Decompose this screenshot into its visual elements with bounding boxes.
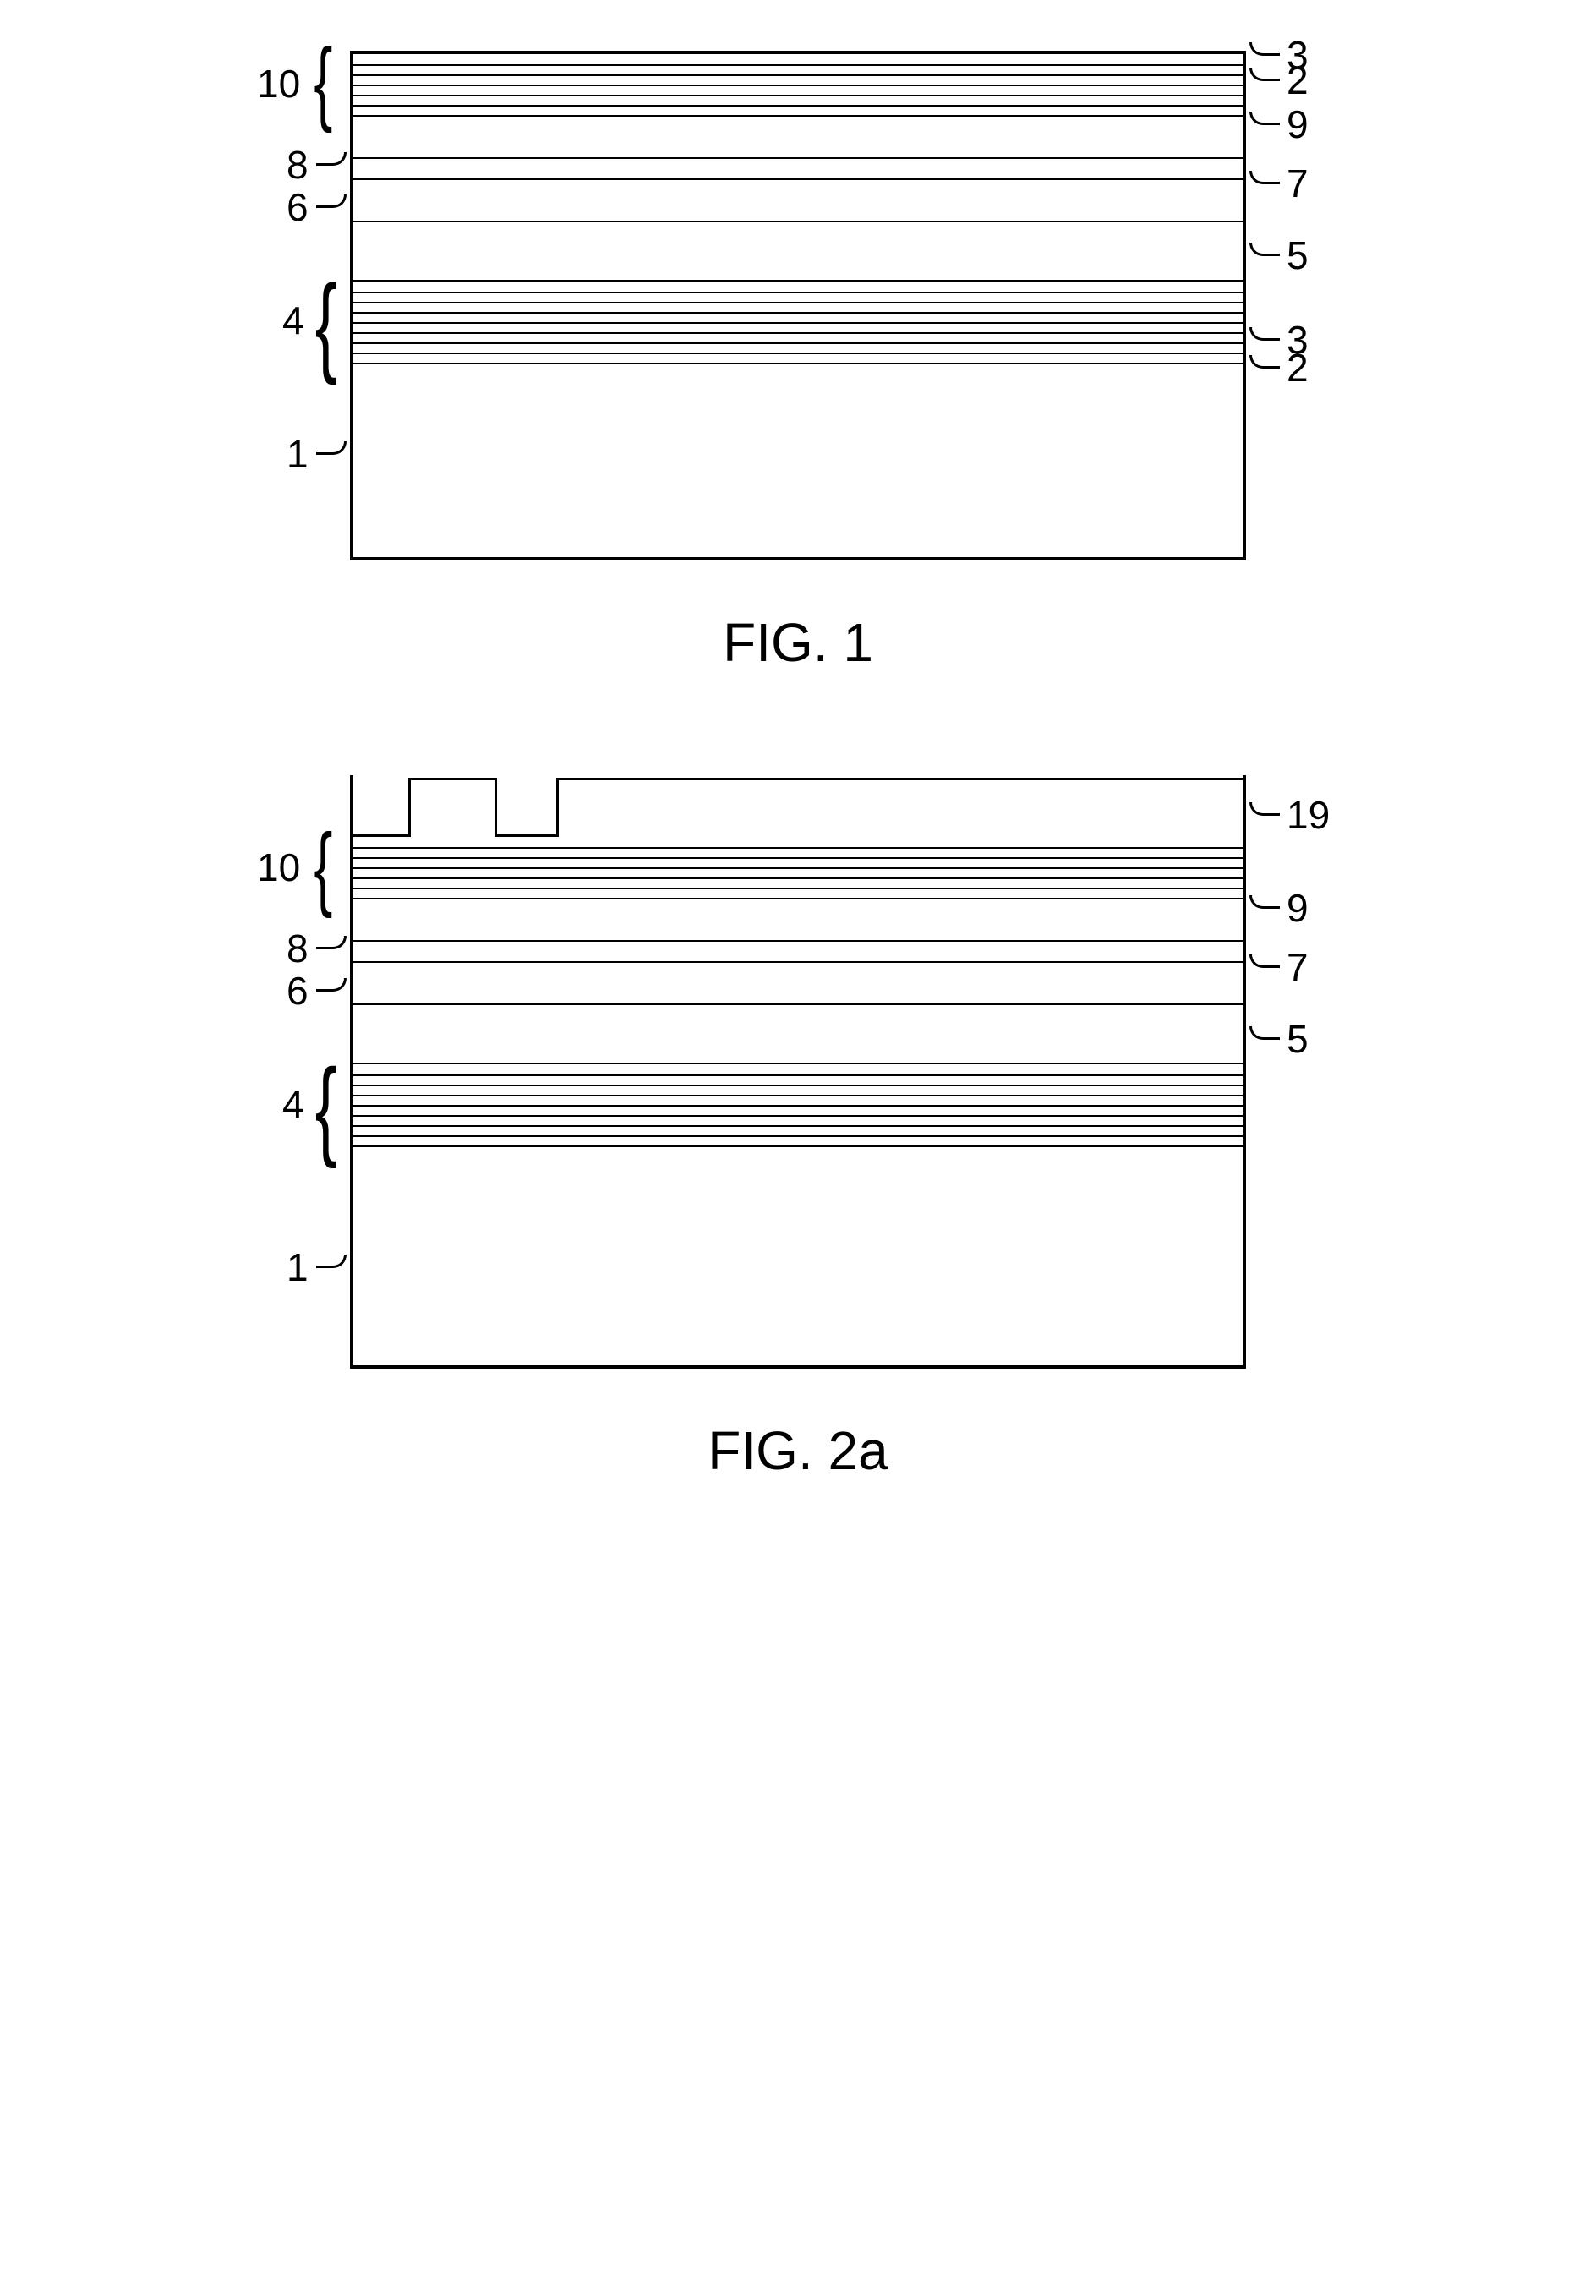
layer-8 bbox=[353, 940, 1243, 961]
tick-7 bbox=[1249, 171, 1280, 184]
thin-line bbox=[353, 1095, 1243, 1105]
label-9: 9 bbox=[1287, 101, 1309, 147]
tick-7 bbox=[1249, 954, 1280, 968]
thin-line bbox=[353, 1135, 1243, 1145]
brace-10: { bbox=[314, 834, 332, 899]
thin-line bbox=[353, 1064, 1243, 1074]
label-2-top: 2 bbox=[1287, 57, 1309, 103]
thin-line bbox=[353, 64, 1243, 74]
figure-1-wrapper: 10 { 8 6 4 { 1 3 2 9 7 5 3 2 bbox=[206, 51, 1390, 560]
thin-line bbox=[353, 322, 1243, 332]
thin-line bbox=[353, 332, 1243, 342]
thin-line bbox=[353, 847, 1243, 857]
thin-line bbox=[353, 877, 1243, 888]
notch-block-2 bbox=[556, 778, 1246, 837]
label-4: 4 bbox=[282, 298, 304, 343]
tick-5 bbox=[1249, 243, 1280, 256]
label-19: 19 bbox=[1287, 792, 1330, 838]
label-1: 1 bbox=[287, 431, 309, 477]
thin-line bbox=[353, 312, 1243, 322]
tick-6 bbox=[316, 194, 347, 208]
layer-8 bbox=[353, 157, 1243, 178]
tick-9 bbox=[1249, 112, 1280, 125]
figure-2a-wrapper: 10 { 8 6 4 { 1 19 9 7 5 bbox=[206, 775, 1390, 1369]
tick-8 bbox=[316, 152, 347, 166]
tick-2-mid bbox=[1249, 355, 1280, 369]
tick-3-mid bbox=[1249, 327, 1280, 341]
tick-8 bbox=[316, 936, 347, 949]
label-10: 10 bbox=[257, 845, 300, 890]
label-5: 5 bbox=[1287, 232, 1309, 278]
figure-2a-box bbox=[350, 775, 1246, 1369]
label-8: 8 bbox=[287, 926, 309, 971]
tick-1 bbox=[316, 441, 347, 455]
label-6: 6 bbox=[287, 968, 309, 1014]
figure-2a-caption: FIG. 2a bbox=[708, 1419, 888, 1482]
mid-thin-group bbox=[353, 280, 1243, 363]
figure-1-caption: FIG. 1 bbox=[723, 611, 873, 674]
tick-6 bbox=[316, 978, 347, 992]
thin-line bbox=[353, 74, 1243, 85]
layer-5-6 bbox=[353, 221, 1243, 280]
label-1: 1 bbox=[287, 1244, 309, 1290]
layer-7 bbox=[353, 961, 1243, 1003]
label-10: 10 bbox=[257, 61, 300, 107]
label-4: 4 bbox=[282, 1081, 304, 1127]
brace-4: { bbox=[315, 1069, 337, 1146]
thin-line bbox=[353, 1125, 1243, 1135]
thin-line bbox=[353, 857, 1243, 867]
thin-line bbox=[353, 342, 1243, 353]
thin-line bbox=[353, 105, 1243, 115]
thin-line bbox=[353, 867, 1243, 877]
label-6: 6 bbox=[287, 184, 309, 230]
thin-line bbox=[353, 302, 1243, 312]
thin-line bbox=[353, 282, 1243, 292]
substrate-layer bbox=[353, 363, 1243, 557]
thin-line bbox=[353, 353, 1243, 363]
tick-2-top bbox=[1249, 68, 1280, 81]
label-5: 5 bbox=[1287, 1016, 1309, 1062]
figure-1: 10 { 8 6 4 { 1 3 2 9 7 5 3 2 FIG. 1 bbox=[206, 51, 1390, 674]
thin-line bbox=[353, 85, 1243, 95]
thin-line bbox=[353, 95, 1243, 105]
tick-3-top bbox=[1249, 42, 1280, 56]
top-thin-group bbox=[353, 834, 1243, 898]
tick-9 bbox=[1249, 895, 1280, 909]
layer-9 bbox=[353, 115, 1243, 157]
thin-line bbox=[353, 292, 1243, 302]
thin-line bbox=[353, 54, 1243, 64]
label-9: 9 bbox=[1287, 885, 1309, 931]
tick-5 bbox=[1249, 1026, 1280, 1040]
label-8: 8 bbox=[287, 142, 309, 188]
figure-1-box bbox=[350, 51, 1246, 560]
thin-line bbox=[353, 888, 1243, 898]
layer-7 bbox=[353, 178, 1243, 221]
brace-10: { bbox=[314, 49, 332, 114]
top-notch-row bbox=[353, 775, 1243, 834]
label-7: 7 bbox=[1287, 944, 1309, 990]
notch-block-1 bbox=[408, 778, 497, 837]
layer-9 bbox=[353, 898, 1243, 940]
thin-line bbox=[353, 1115, 1243, 1125]
thin-line bbox=[353, 837, 1243, 847]
brace-4: { bbox=[315, 286, 337, 363]
thin-line bbox=[353, 1074, 1243, 1085]
label-2-mid: 2 bbox=[1287, 345, 1309, 391]
figure-2a: 10 { 8 6 4 { 1 19 9 7 5 FIG. 2a bbox=[206, 775, 1390, 1482]
tick-1 bbox=[316, 1255, 347, 1268]
substrate-layer bbox=[353, 1145, 1243, 1365]
top-thin-group bbox=[353, 54, 1243, 115]
thin-line bbox=[353, 1085, 1243, 1095]
layer-5-6 bbox=[353, 1003, 1243, 1063]
thin-line bbox=[353, 1105, 1243, 1115]
mid-thin-group bbox=[353, 1063, 1243, 1145]
tick-19 bbox=[1249, 802, 1280, 816]
label-7: 7 bbox=[1287, 161, 1309, 206]
